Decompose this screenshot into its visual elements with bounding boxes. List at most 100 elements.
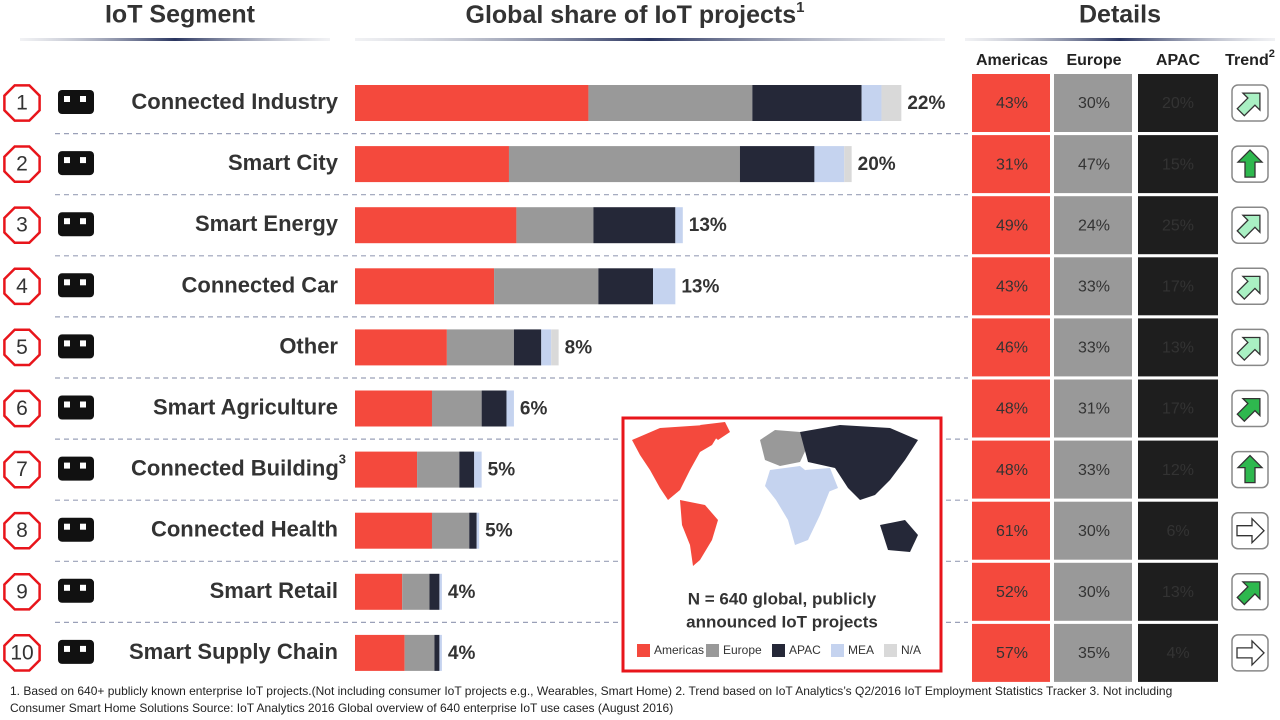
detail-cell (1054, 501, 1132, 560)
bar-segment (355, 634, 405, 671)
underline (20, 38, 330, 41)
detail-value: 43% (996, 279, 1028, 296)
rank-number: 5 (16, 336, 28, 359)
category-name: Smart Supply Chain (129, 639, 338, 664)
trend-header-part: Trend (1225, 52, 1269, 69)
segment-icon-detail (64, 157, 70, 164)
detail-cell (972, 623, 1050, 682)
bar-segment (355, 268, 495, 305)
world-map (632, 422, 918, 566)
detail-cell (1054, 440, 1132, 499)
segment-icon (58, 578, 94, 603)
legend-swatch (772, 644, 785, 657)
segment-icon-detail (64, 218, 70, 225)
rank-badge (3, 572, 41, 611)
detail-value: 33% (1078, 340, 1110, 357)
total-label: 5% (485, 521, 513, 542)
bar-segment (844, 146, 852, 183)
category-name: Smart Agriculture (153, 394, 338, 419)
legend-swatch (637, 644, 650, 657)
category-label: Smart City (228, 150, 339, 175)
detail-cell (972, 74, 1050, 132)
detail-cell (1138, 562, 1218, 621)
trend-header-part: 2 (1269, 48, 1275, 60)
bar-segment (541, 329, 552, 366)
detail-value: 4% (1166, 645, 1189, 662)
bar-segment (653, 268, 676, 305)
trend-arrow (1236, 581, 1261, 606)
category-label: Connected Industry (131, 89, 338, 114)
total-label: 13% (689, 215, 727, 236)
detail-value: 15% (1162, 156, 1194, 173)
segment-icon-detail (80, 157, 86, 164)
rank-badge (3, 145, 41, 183)
bar-segment (429, 573, 440, 610)
bar-segment (513, 329, 542, 366)
detail-value: 61% (996, 523, 1028, 540)
column-header: Europe (1066, 52, 1121, 69)
detail-cell (972, 379, 1050, 438)
rank-badge (3, 389, 41, 428)
bar-segment (431, 390, 482, 427)
bar-segment (752, 85, 862, 121)
segment-icon-detail (80, 218, 86, 225)
category-name: Smart Retail (210, 578, 338, 603)
category-name: Smart Energy (195, 211, 339, 236)
bar-segment (404, 634, 435, 671)
legend-swatch (706, 644, 719, 657)
category-name: Smart City (228, 150, 339, 175)
detail-value: 52% (996, 584, 1028, 601)
detail-value: 57% (996, 645, 1028, 662)
detail-value: 25% (1162, 217, 1194, 234)
category-label: Smart Supply Chain (129, 639, 338, 664)
share-header: Global share of IoT projects1 (466, 0, 805, 29)
detail-value: 49% (996, 217, 1028, 234)
legend-label: MEA (848, 643, 874, 657)
trend-arrow (1236, 454, 1264, 484)
segment-icon (58, 639, 94, 664)
category-label: Connected Car (182, 272, 339, 297)
trend-arrow (1236, 639, 1265, 667)
map-box (621, 416, 943, 673)
africa (765, 466, 830, 545)
detail-value: 33% (1078, 462, 1110, 479)
category-label: Connected Building3 (131, 452, 346, 480)
segment-icon (58, 334, 94, 359)
rank-badge (3, 450, 41, 489)
rank-badge (3, 267, 41, 306)
segment-icon-detail (64, 645, 70, 652)
category-label: Connected Health (151, 517, 338, 542)
category-label: Smart Retail (210, 578, 338, 603)
trend-header: Trend2 (1225, 48, 1275, 69)
bar-segment (355, 146, 509, 183)
segment-icon-detail (64, 462, 70, 469)
rank-badge (3, 206, 41, 245)
bar-segment (355, 512, 432, 549)
total-label: 8% (565, 337, 593, 358)
segment-icon-detail (80, 401, 86, 408)
detail-value: 46% (996, 340, 1028, 357)
column-header: Americas (976, 52, 1048, 69)
bar-segment (598, 268, 653, 305)
detail-value: 13% (1162, 340, 1194, 357)
legend-swatch (831, 644, 844, 657)
north-america (632, 425, 720, 500)
bar-segment (814, 146, 845, 183)
footnote: Consumer Smart Home Solutions Source: Io… (10, 701, 673, 715)
detail-value: 31% (996, 156, 1028, 173)
trend-arrow (1236, 92, 1261, 117)
bar-segment (355, 207, 517, 244)
bar-segment (417, 451, 460, 488)
category-name: Connected Building (131, 455, 339, 480)
share-header-text: Global share of IoT projects (466, 1, 797, 29)
segment-icon-detail (64, 584, 70, 591)
legend-label: Europe (723, 643, 762, 657)
detail-cell (1054, 379, 1132, 438)
detail-value: 30% (1078, 584, 1110, 601)
legend-swatch (884, 644, 897, 657)
bar-segment (434, 634, 440, 671)
detail-value: 6% (1166, 523, 1189, 540)
total-label: 22% (907, 93, 945, 114)
trend-arrow (1236, 517, 1265, 545)
